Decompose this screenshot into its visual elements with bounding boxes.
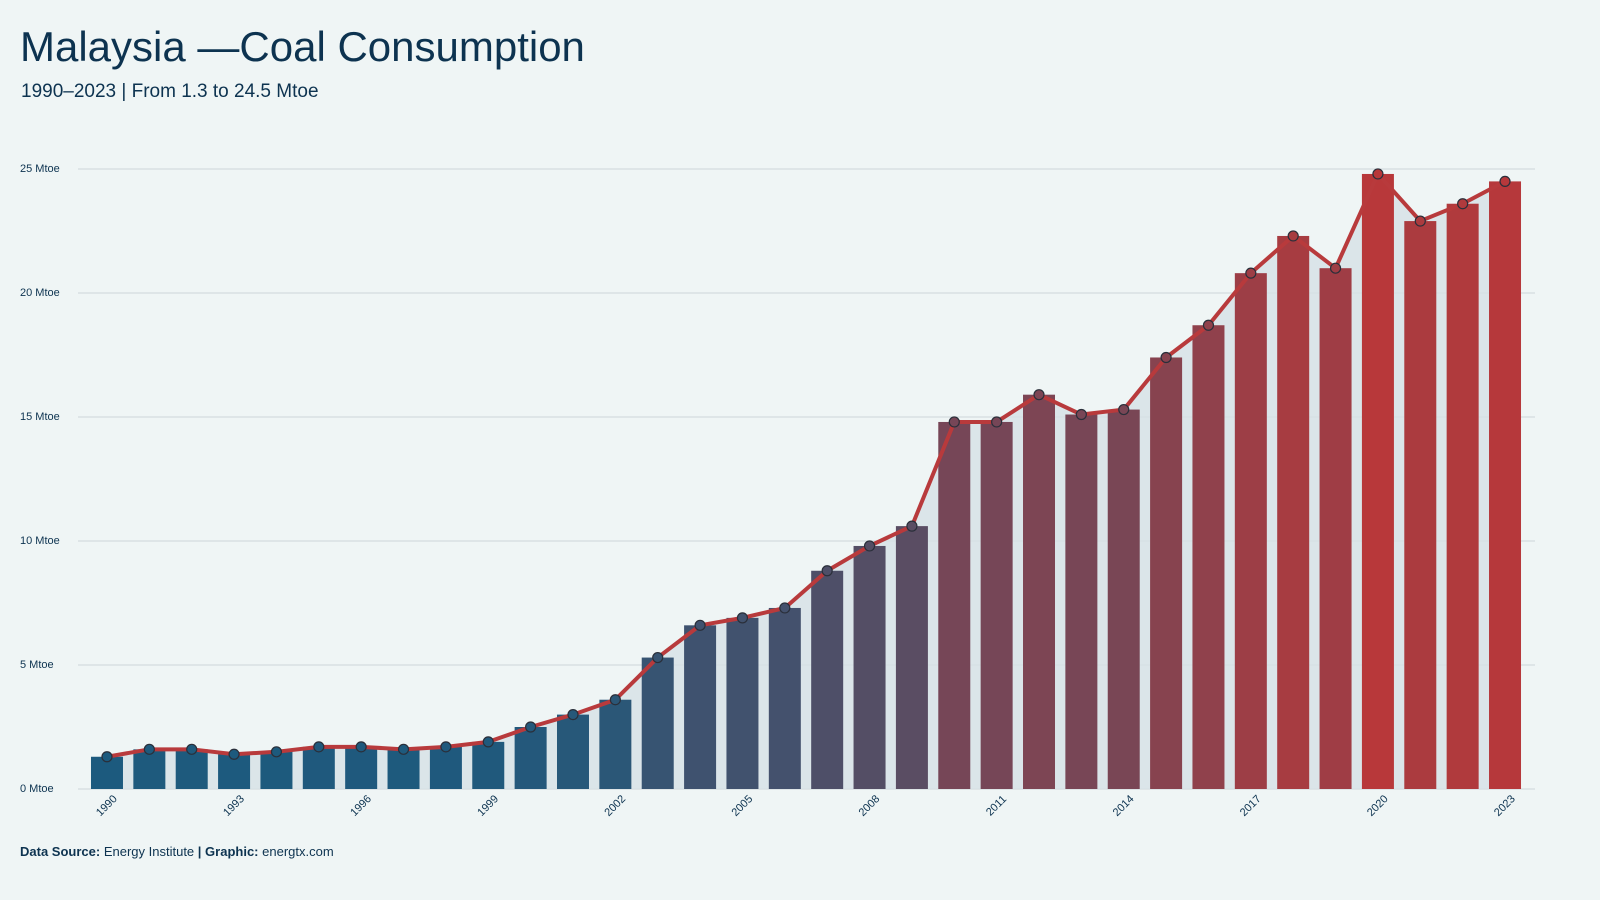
point — [397, 743, 410, 755]
bar — [1446, 203, 1479, 790]
bar — [302, 746, 335, 789]
bar — [938, 421, 971, 789]
bar — [1065, 414, 1098, 789]
bar — [1234, 273, 1267, 789]
point — [1033, 389, 1045, 401]
x-tick-label: 2017 — [1238, 793, 1264, 819]
bar — [599, 699, 632, 789]
x-tick-label: 2005 — [729, 793, 755, 819]
point — [1245, 267, 1257, 279]
point — [1118, 403, 1130, 416]
bar — [768, 607, 801, 789]
point — [228, 748, 240, 760]
x-tick-label: 2023 — [1492, 793, 1518, 819]
bar — [472, 741, 505, 789]
point — [270, 746, 283, 758]
point — [863, 540, 876, 552]
bar — [684, 625, 717, 789]
bar — [514, 727, 547, 789]
x-tick-label: 1993 — [221, 793, 247, 819]
bar — [556, 714, 589, 789]
bar — [1277, 235, 1310, 789]
x-tick-label: 2020 — [1365, 793, 1391, 819]
bar — [218, 754, 251, 789]
point — [101, 751, 113, 763]
y-tick-label: 0 Mtoe — [20, 783, 54, 795]
point — [313, 741, 325, 753]
point — [821, 565, 833, 577]
bar — [641, 657, 674, 789]
y-tick-label: 25 Mtoe — [20, 163, 60, 175]
point — [1287, 230, 1299, 242]
point — [906, 520, 918, 532]
point — [1457, 198, 1469, 210]
bar — [1404, 221, 1437, 789]
chart-subtitle: 1990–2023 | From 1.3 to 24.5 Mtoe — [21, 81, 319, 102]
bar — [133, 749, 166, 789]
point — [1372, 168, 1384, 180]
bar — [726, 617, 759, 789]
line — [106, 171, 1506, 759]
x-tick-label: 2011 — [984, 793, 1009, 818]
point — [694, 619, 706, 631]
bar — [980, 421, 1013, 789]
point — [948, 416, 960, 428]
point — [355, 741, 367, 753]
bar — [1319, 268, 1352, 789]
point — [1160, 351, 1172, 364]
bar — [895, 526, 928, 789]
x-tick-label: 2014 — [1111, 793, 1137, 819]
source: Energy Institute — [104, 844, 194, 859]
point — [991, 416, 1003, 428]
bar — [1150, 357, 1183, 789]
graphic-label: Graphic: — [205, 844, 258, 859]
point — [1075, 408, 1087, 421]
x-tick-label: 1999 — [475, 793, 501, 819]
separator: | — [198, 844, 202, 859]
point — [1414, 215, 1426, 227]
bar — [1023, 394, 1056, 789]
x-tick-label: 2008 — [857, 793, 883, 819]
point — [525, 721, 537, 733]
point — [736, 612, 749, 624]
point — [652, 651, 664, 664]
graphic: energtx.com — [262, 844, 334, 859]
point — [143, 743, 155, 755]
bar — [811, 570, 844, 789]
footer: Data Source: Energy Institute | Graphic:… — [20, 844, 334, 859]
bar — [853, 545, 886, 789]
bar — [429, 746, 462, 789]
bar — [387, 749, 420, 789]
bar — [175, 749, 208, 789]
point — [567, 708, 579, 721]
point — [609, 694, 621, 706]
y-tick-label: 20 Mtoe — [20, 287, 60, 299]
source-label: Data Source: — [20, 844, 100, 859]
point — [779, 602, 791, 614]
x-tick-label: 1996 — [348, 793, 374, 819]
point — [1329, 262, 1342, 274]
y-tick-label: 5 Mtoe — [20, 659, 54, 671]
bar — [1192, 325, 1225, 789]
bar — [1361, 173, 1394, 789]
bar — [345, 746, 378, 789]
y-tick-label: 10 Mtoe — [20, 535, 60, 547]
x-tick-label: 1990 — [94, 793, 120, 819]
chart-title: Malaysia —Coal Consumption — [20, 23, 585, 70]
bar — [260, 751, 293, 789]
bar — [1489, 181, 1522, 789]
point — [482, 736, 494, 748]
bar — [1107, 409, 1140, 789]
point — [1202, 319, 1215, 331]
x-tick-label: 2002 — [602, 793, 628, 819]
point — [440, 741, 452, 753]
point — [1499, 175, 1511, 187]
y-tick-label: 15 Mtoe — [20, 411, 60, 423]
point — [186, 743, 198, 755]
